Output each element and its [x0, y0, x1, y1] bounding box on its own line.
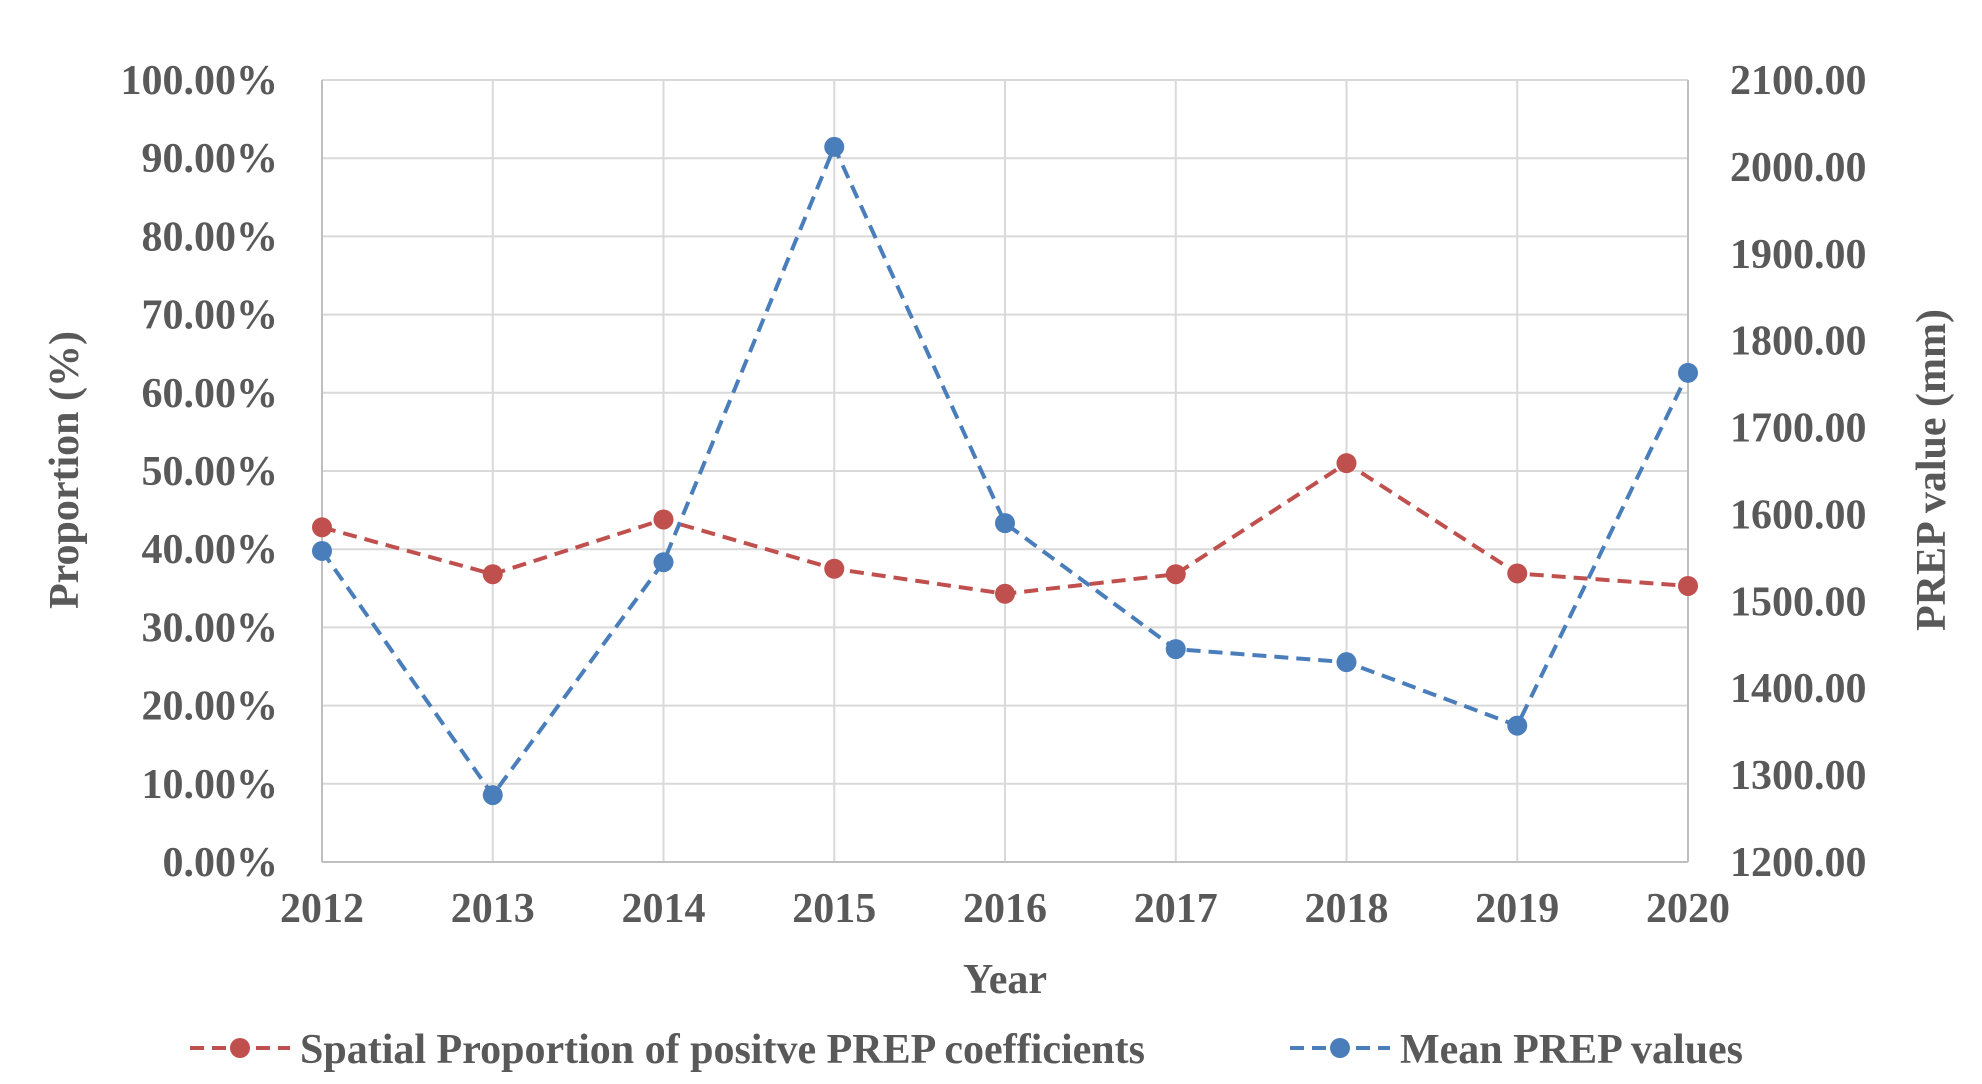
y-tick-label: 10.00%	[142, 762, 279, 808]
y2-tick-label: 1400.00	[1730, 666, 1867, 712]
legend-label-mean: Mean PREP values	[1400, 1027, 1743, 1073]
y-tick-label: 20.00%	[142, 684, 279, 730]
series	[312, 136, 1698, 806]
x-tick-label: 2018	[1305, 886, 1389, 932]
x-tick-label: 2014	[622, 886, 706, 932]
x-tick-label: 2020	[1646, 886, 1730, 932]
y-axis-title: Proportion (%)	[42, 331, 88, 609]
legend: Spatial Proportion of positve PREP coeff…	[190, 1027, 1743, 1073]
gridlines	[322, 79, 1688, 862]
y-tick-label: 80.00%	[142, 214, 279, 260]
legend-label-proportion: Spatial Proportion of positve PREP coeff…	[300, 1027, 1145, 1073]
data-point-proportion	[1507, 563, 1528, 584]
data-point-mean-prep	[653, 552, 674, 573]
axes	[321, 80, 1689, 863]
data-point-proportion	[1336, 453, 1357, 474]
data-point-mean-prep	[995, 513, 1015, 534]
y-tick-label: 60.00%	[142, 371, 279, 417]
right-axis-ticks: 1200.00 1300.00 1400.00 1500.00 1600.00 1700.…	[1730, 58, 1867, 886]
y2-tick-label: 1800.00	[1730, 319, 1867, 365]
data-point-proportion	[653, 509, 674, 530]
x-tick-label: 2015	[792, 886, 876, 932]
y2-tick-label: 1700.00	[1730, 406, 1867, 452]
legend-marker-proportion	[230, 1038, 250, 1058]
data-point-proportion	[824, 558, 845, 579]
data-point-proportion	[1165, 564, 1186, 585]
data-point-proportion	[1678, 575, 1698, 596]
x-tick-label: 2017	[1134, 886, 1218, 932]
y-tick-label: 70.00%	[142, 293, 279, 339]
y2-tick-label: 1500.00	[1730, 579, 1867, 625]
y2-tick-label: 2100.00	[1730, 58, 1867, 104]
legend-marker-mean	[1330, 1038, 1350, 1058]
y2-tick-label: 1600.00	[1730, 492, 1867, 538]
data-point-mean-prep	[824, 136, 845, 157]
y2-tick-label: 1200.00	[1730, 840, 1867, 886]
y2-axis-title: PREP value (mm)	[1909, 309, 1955, 631]
y-tick-label: 100.00%	[121, 58, 279, 104]
y2-tick-label: 1900.00	[1730, 232, 1867, 278]
data-point-proportion	[312, 517, 332, 538]
x-tick-label: 2012	[280, 886, 364, 932]
data-point-mean-prep	[1165, 639, 1186, 660]
y-tick-label: 50.00%	[142, 449, 279, 495]
y-tick-label: 0.00%	[163, 840, 279, 886]
x-axis-ticks: 2012 2013 2014 2015 2016 2017 2018 2019 2020	[280, 886, 1730, 932]
y2-tick-label: 1300.00	[1730, 753, 1867, 799]
y2-tick-label: 2000.00	[1730, 145, 1867, 191]
data-point-mean-prep	[1678, 362, 1698, 383]
data-point-mean-prep	[1507, 715, 1528, 736]
x-axis-title: Year	[963, 957, 1047, 1003]
x-tick-label: 2013	[451, 886, 535, 932]
data-point-mean-prep	[482, 785, 503, 806]
data-point-proportion	[995, 583, 1015, 604]
data-point-mean-prep	[1336, 652, 1357, 673]
left-axis-ticks: 0.00% 10.00% 20.00% 30.00% 40.00% 50.00% 60.00…	[121, 58, 279, 886]
y-tick-label: 40.00%	[142, 527, 279, 573]
y-tick-label: 90.00%	[142, 136, 279, 182]
data-point-proportion	[482, 564, 503, 585]
y-tick-label: 30.00%	[142, 605, 279, 651]
x-tick-label: 2016	[963, 886, 1047, 932]
data-point-mean-prep	[312, 540, 332, 561]
x-tick-label: 2019	[1475, 886, 1559, 932]
